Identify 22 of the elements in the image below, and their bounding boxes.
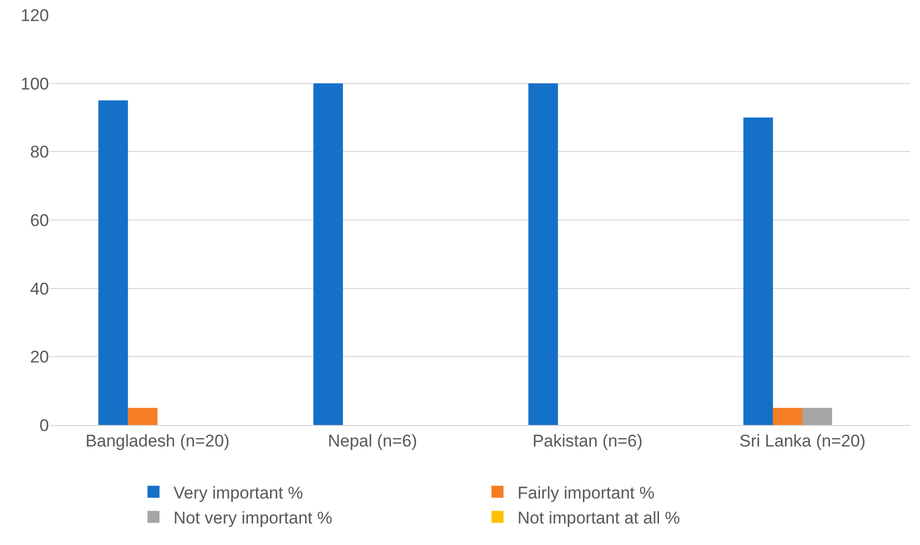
bar xyxy=(98,100,128,425)
bar xyxy=(128,408,158,425)
y-tick-label: 60 xyxy=(30,210,49,230)
bar xyxy=(802,408,832,425)
y-tick-label: 0 xyxy=(40,416,49,435)
x-tick-label: Sri Lanka (n=20) xyxy=(739,431,866,450)
x-tick-label: Bangladesh (n=20) xyxy=(85,431,230,450)
y-tick-label: 80 xyxy=(30,142,49,162)
bar xyxy=(743,118,773,425)
legend-label: Fairly important % xyxy=(518,483,654,502)
legend-label: Very important % xyxy=(174,483,303,502)
y-tick-label: 40 xyxy=(30,279,49,298)
bar xyxy=(313,83,343,425)
y-tick-label: 20 xyxy=(30,348,49,367)
x-tick-label: Nepal (n=6) xyxy=(328,431,418,450)
legend-label: Not important at all % xyxy=(518,508,680,528)
x-tick-label: Pakistan (n=6) xyxy=(532,431,643,450)
legend-label: Not very important % xyxy=(174,508,332,528)
bar xyxy=(528,83,558,425)
bar xyxy=(772,408,802,425)
y-tick-label: 120 xyxy=(20,6,49,25)
y-tick-label: 100 xyxy=(20,74,49,94)
